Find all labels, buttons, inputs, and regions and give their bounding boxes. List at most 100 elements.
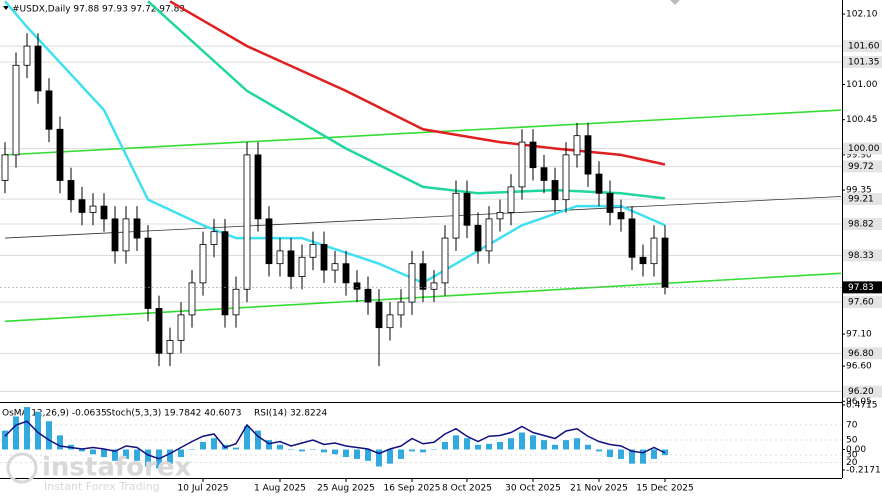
osma-bar [618, 449, 624, 459]
candle-body [430, 282, 438, 290]
candle-body [353, 282, 361, 290]
candle-body [56, 128, 64, 181]
candle-body [177, 314, 185, 341]
candle-body [375, 301, 383, 329]
rsi-tick-label: 20 [846, 458, 858, 468]
osma-bar [299, 449, 305, 452]
osma-bar [79, 449, 85, 452]
x-tick-label: 21 Nov 2025 [570, 484, 628, 494]
candle-body [441, 237, 449, 284]
level-label: 99.21 [848, 195, 874, 205]
osma-bar [387, 449, 393, 464]
candle-body [100, 205, 108, 220]
level-box [843, 142, 882, 155]
candle-body [155, 308, 163, 354]
candle-body [573, 135, 581, 156]
candle-body [144, 237, 152, 309]
osma-bar [57, 435, 63, 450]
candle-body [452, 192, 460, 239]
y-tick-label: 97.10 [846, 330, 872, 340]
osma-bar [310, 449, 316, 451]
menu-arrow[interactable] [3, 6, 9, 10]
candle-body [386, 314, 394, 329]
candle-body [628, 218, 636, 258]
x-tick-label: 8 Oct 2025 [442, 484, 492, 494]
candle-body [199, 244, 207, 284]
shift-marker [670, 0, 680, 5]
candle-body [23, 45, 31, 66]
trendline [4, 109, 842, 156]
candle-body [342, 263, 350, 284]
x-tick-label: 1 Aug 2025 [254, 484, 306, 494]
candle-body [606, 192, 614, 213]
osma-bar [475, 444, 481, 450]
candle-body [89, 205, 97, 213]
osma-bar [398, 449, 404, 459]
osma-bar [497, 441, 503, 450]
osma-bar [508, 438, 514, 450]
osma-bar [112, 449, 118, 461]
chart-title: #USDX,Daily 97.88 97.93 97.72 97.83 [12, 5, 185, 15]
level-label: 97.60 [848, 298, 874, 308]
level-box [843, 249, 882, 262]
candle-body [254, 154, 262, 220]
osma-bar [607, 449, 613, 458]
osma-bar [464, 438, 470, 450]
last-price-label: 97.83 [848, 283, 874, 293]
osma-bar [255, 430, 261, 450]
level-label: 101.35 [848, 58, 880, 68]
osma-bar [167, 449, 173, 464]
osma-bar [13, 416, 19, 450]
level-label: 98.33 [848, 251, 874, 261]
y-tick-label: 102.10 [846, 10, 878, 20]
candle-body [551, 180, 559, 201]
y-tick-label: 96.60 [846, 362, 872, 372]
watermark-tagline: Instant Forex Trading [44, 480, 160, 493]
moving-average [4, 0, 666, 285]
stoch-label: Stoch(5,3,3) 19.7842 40.6073 [106, 409, 241, 419]
watermark-logo [6, 452, 38, 484]
osma-bar [453, 435, 459, 450]
osma-bar [277, 444, 283, 450]
candle-body [287, 250, 295, 277]
osma-bar [442, 441, 448, 450]
rsi-line [4, 420, 666, 460]
level-label: 96.80 [848, 349, 874, 359]
candle-body [210, 231, 218, 245]
candle-body [639, 256, 647, 265]
moving-average [169, 0, 666, 166]
osma-bar [321, 449, 327, 453]
candle-body [166, 340, 174, 354]
candle-body [408, 263, 416, 303]
trendline [4, 196, 842, 239]
osma-bar [431, 449, 437, 451]
candle-body [650, 237, 658, 265]
candle-body [463, 192, 471, 226]
osma-bar [332, 449, 338, 455]
osma-bar [486, 443, 492, 450]
candle-body [331, 263, 339, 271]
osma-bar [552, 444, 558, 450]
x-tick-label: 16 Sep 2025 [383, 484, 440, 494]
osma-bar [2, 430, 8, 450]
osma-bar [90, 449, 96, 455]
osma-bar [629, 449, 635, 464]
y-tick-label: 100.45 [846, 115, 878, 125]
candle-body [78, 199, 86, 213]
candle-body [221, 231, 229, 316]
candle-body [595, 173, 603, 194]
watermark: instaforex Instant Forex Trading [6, 452, 192, 493]
x-tick-label: 15 Dec 2025 [636, 484, 694, 494]
level-label: 96.20 [848, 387, 874, 397]
candle-body [188, 282, 196, 316]
osma-bar [266, 440, 272, 450]
candle-body [562, 154, 570, 201]
level-box [843, 193, 882, 206]
osma-bar [376, 449, 382, 467]
osma-bar [189, 449, 195, 451]
candle-body [67, 180, 75, 201]
osma-bar [409, 449, 415, 452]
watermark-brand: instaforex [42, 453, 192, 483]
